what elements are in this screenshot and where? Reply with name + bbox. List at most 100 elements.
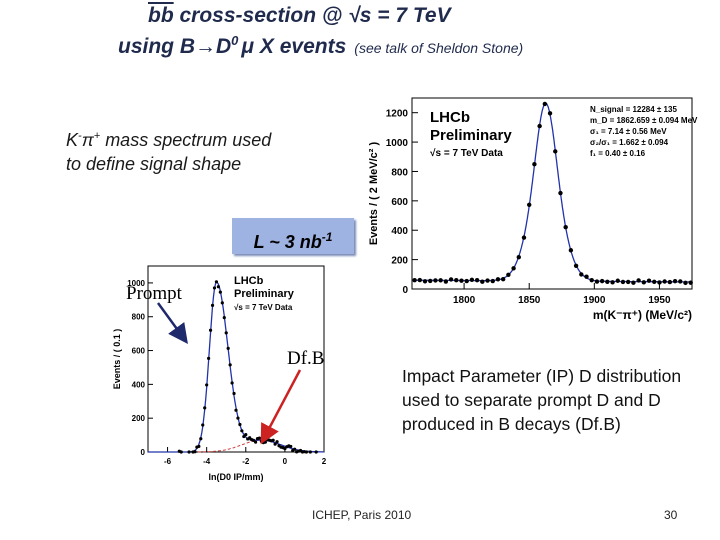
mass-data-point: [615, 278, 620, 283]
ip-data-point: [234, 408, 238, 412]
ip-data-point: [314, 450, 318, 454]
pi-sup: +: [93, 130, 101, 142]
ip-title: LHCb: [234, 275, 264, 287]
ip-data-point: [283, 447, 287, 451]
ip-data-point: [271, 438, 275, 442]
ip-data-point: [214, 280, 219, 284]
ip-xtick-label: 2: [322, 457, 327, 466]
mass-ytick-label: 1000: [386, 138, 409, 149]
ip-frame: [147, 265, 325, 453]
mass-data-point: [485, 278, 490, 283]
mass-title2: Preliminary: [430, 127, 512, 144]
ip-data-point: [238, 422, 242, 427]
mass-data-point: [521, 235, 527, 240]
mass-data-point: [443, 279, 449, 284]
mass-data-point: [646, 278, 652, 283]
k-symbol: K: [66, 130, 79, 150]
ip-data-point: [212, 286, 217, 290]
ip-data-point: [216, 285, 220, 289]
mass-data-point: [620, 279, 626, 285]
ip-data-point: [224, 331, 228, 335]
mass-data-point: [417, 277, 423, 283]
mass-data-point: [537, 123, 542, 129]
mass-frame: [411, 97, 693, 290]
pi-symbol: π: [81, 130, 94, 150]
mass-data-point: [553, 149, 558, 154]
mass-data-point: [683, 280, 688, 286]
title-sup-zero: 0: [231, 33, 239, 48]
mass-data-point: [412, 278, 417, 283]
mass-subtitle: √s = 7 TeV Data: [430, 148, 503, 159]
title-line1-rest: cross-section @ √s = 7 TeV: [173, 4, 451, 27]
mass-title: LHCb: [430, 109, 470, 126]
ip-data-point: [275, 440, 279, 444]
mass-data-point: [599, 278, 605, 284]
ip-data-point: [199, 437, 203, 441]
mass-data-point: [532, 162, 537, 167]
mass-data-point: [422, 279, 428, 284]
ip-distribution-chart: 0 200 400 600 800 1000 -6 -4 -2 0 2 Events / ( 0.1 …: [112, 265, 327, 482]
footer-conference: ICHEP, Paris 2010: [312, 508, 412, 522]
mass-ytick-label: 800: [391, 167, 408, 178]
mass-stat: σ₁ = 7.14 ± 0.56 MeV: [590, 127, 667, 136]
mass-xtick-label: 1850: [518, 295, 541, 306]
ip-ytick-label: 400: [132, 380, 146, 389]
luminosity-box: L ~ 3 nb-1: [232, 218, 354, 254]
mass-stat: σ₂/σ₁ = 1.662 ± 0.094: [590, 138, 669, 147]
ip-data-point: [203, 406, 207, 410]
ip-data-point: [244, 433, 248, 437]
mass-data-point: [657, 280, 662, 285]
mass-spectrum-caption: K-π+ mass spectrum used to define signal …: [66, 124, 356, 176]
lumi-sup: -1: [321, 230, 333, 244]
mass-stat: N_signal = 12284 ± 135: [590, 105, 677, 114]
mass-ytick-label: 400: [391, 226, 408, 237]
mass-xtick-label: 1950: [648, 295, 671, 306]
ip-xtick-label: -4: [203, 457, 211, 466]
mass-data-point: [672, 278, 678, 284]
mass-data-point: [573, 263, 579, 268]
ip-data-point: [207, 356, 211, 360]
mass-ytick-label: 1200: [386, 109, 409, 120]
mass-data-point: [542, 101, 548, 107]
title-note: (see talk of Sheldon Stone): [354, 40, 524, 56]
ip-data-point: [236, 416, 240, 420]
ip-xlabel: ln(D0 IP/mm): [208, 472, 263, 482]
slide-title-line1: bb cross-section @ √s = 7 TeV: [148, 4, 451, 28]
mass-data-point: [625, 279, 631, 285]
mass-stat: f₁ = 0.40 ± 0.16: [590, 149, 646, 158]
ip-data-point: [308, 450, 312, 454]
mass-stat: m_D = 1862.659 ± 0.094 MeV: [590, 116, 698, 125]
ip-data-point: [230, 381, 234, 385]
ip-subtitle: √s = 7 TeV Data: [234, 303, 293, 312]
mass-data-point: [474, 277, 480, 283]
ip-xtick-label: -6: [164, 457, 172, 466]
ip-data-point: [197, 444, 201, 448]
title-part-b: using B: [118, 35, 195, 58]
ip-data-point: [222, 316, 226, 320]
caption-line2: to define signal shape: [66, 154, 242, 174]
mass-data-point: [459, 278, 464, 283]
mass-data-point: [641, 280, 647, 285]
ip-data-point: [240, 429, 244, 433]
mass-data-point: [594, 279, 600, 284]
title-part-d: D: [216, 35, 232, 58]
page-number: 30: [664, 508, 678, 522]
mass-data-point: [579, 272, 584, 277]
mass-data-point: [516, 254, 521, 260]
mass-data-point: [605, 279, 610, 285]
mass-data-point: [563, 224, 568, 230]
mass-data-point: [568, 248, 574, 253]
mass-xlabel: m(K⁻π⁺) (MeV/c²): [593, 308, 692, 322]
arrow-icon: →: [195, 35, 216, 58]
mass-data-point: [480, 279, 485, 284]
ip-data-point: [193, 450, 197, 454]
k-sup: -: [78, 130, 82, 142]
lumi-text: L ~ 3 nb: [253, 232, 322, 252]
ip-data-point: [257, 436, 262, 440]
mass-data-point: [652, 279, 657, 284]
mass-data-point: [678, 279, 683, 284]
prompt-label: Prompt: [126, 283, 182, 304]
mass-data-point: [584, 274, 589, 279]
ip-ytick-label: 600: [132, 347, 146, 356]
mass-ytick-label: 200: [391, 256, 408, 267]
